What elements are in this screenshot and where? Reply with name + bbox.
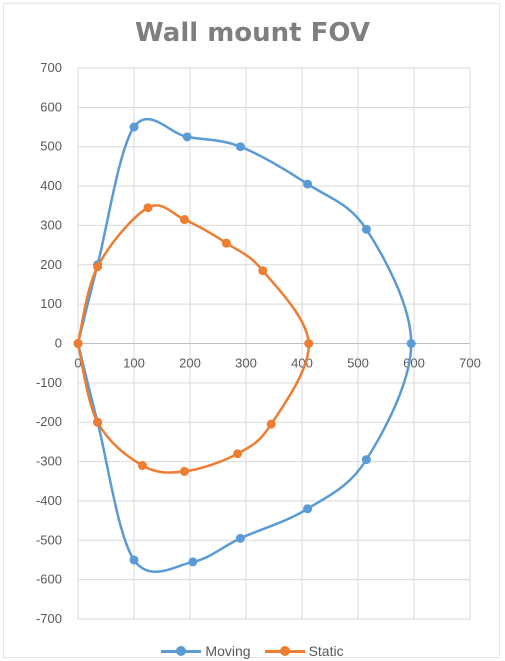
y-tick-label: 500 — [40, 139, 62, 154]
data-point-moving — [303, 504, 313, 514]
data-point-moving — [235, 533, 245, 543]
x-tick-labels: 0 100 200 300 400 500 600 700 — [74, 356, 480, 371]
data-point-static — [258, 266, 268, 276]
y-tick-label: 100 — [40, 296, 62, 311]
data-point-moving — [188, 557, 198, 567]
series-line-static — [76, 204, 310, 474]
data-point-static — [93, 262, 103, 272]
data-point-static — [179, 466, 189, 476]
legend-swatch-static — [264, 645, 305, 656]
y-tick-label: 600 — [40, 99, 62, 114]
legend-swatch-moving — [161, 645, 202, 656]
data-point-moving — [129, 555, 139, 565]
legend-item-static[interactable]: Static — [264, 643, 344, 659]
y-tick-label: 300 — [40, 217, 62, 232]
chart-title: Wall mount FOV — [135, 18, 370, 48]
chart-frame — [3, 3, 500, 658]
data-point-moving — [303, 179, 313, 189]
y-tick-label: 400 — [40, 178, 62, 193]
data-point-static — [93, 417, 103, 427]
y-tick-labels: 700 600 500 400 300 200 100 0 -100 -200 -300 -400 -5… — [36, 60, 62, 626]
data-point-static — [304, 339, 314, 348]
x-tick-label: 0 — [74, 356, 81, 371]
data-point-static — [179, 215, 189, 225]
y-tick-label: -700 — [36, 611, 62, 626]
series-layer — [73, 118, 416, 573]
data-point-static — [73, 339, 83, 348]
data-point-moving — [406, 339, 416, 348]
data-point-moving — [129, 122, 139, 132]
y-tick-label: -100 — [36, 375, 62, 390]
series-line-moving — [76, 118, 413, 573]
y-tick-label: 200 — [40, 257, 62, 272]
y-tick-label: -300 — [36, 454, 62, 469]
y-tick-label: -400 — [36, 493, 62, 508]
data-point-moving — [182, 132, 192, 142]
y-tick-label: -500 — [36, 532, 62, 547]
x-tick-label: 100 — [123, 356, 145, 371]
x-tick-label: 700 — [459, 356, 481, 371]
data-point-static — [221, 238, 231, 248]
y-tick-label: -600 — [36, 572, 62, 587]
legend-item-moving[interactable]: Moving — [161, 643, 251, 659]
x-tick-label: 400 — [291, 356, 313, 371]
x-tick-label: 500 — [347, 356, 369, 371]
data-point-moving — [361, 455, 371, 465]
legend-label-moving: Moving — [205, 643, 251, 659]
y-tick-label: 700 — [40, 60, 62, 75]
x-tick-label: 600 — [403, 356, 425, 371]
legend-label-static: Static — [308, 643, 344, 659]
x-tick-label: 200 — [179, 356, 201, 371]
data-point-moving — [235, 142, 245, 152]
data-point-static — [143, 203, 153, 213]
data-point-static — [233, 449, 243, 459]
y-tick-label: 0 — [55, 336, 62, 351]
data-point-moving — [361, 224, 371, 234]
data-point-static — [137, 461, 147, 471]
legend: Moving Static — [0, 641, 505, 661]
x-tick-label: 300 — [235, 356, 257, 371]
data-point-static — [266, 419, 276, 429]
y-tick-label: -200 — [36, 414, 62, 429]
